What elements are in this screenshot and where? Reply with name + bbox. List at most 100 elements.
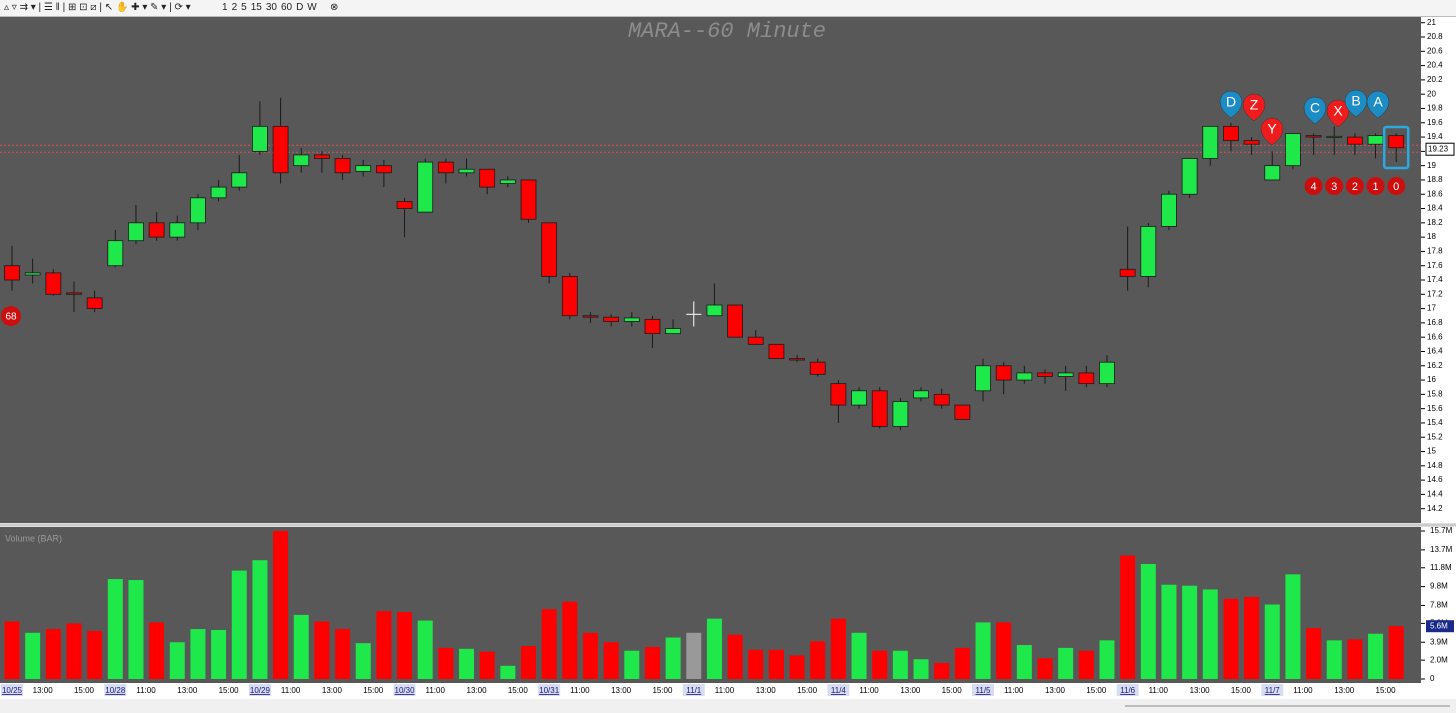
y-tick-label: 15.2 <box>1427 432 1443 441</box>
current-bar-highlight <box>1382 125 1410 170</box>
volume-bar <box>1161 584 1177 679</box>
volume-bar <box>665 637 681 679</box>
volume-bar <box>1388 626 1404 679</box>
y-tick-label: 16 <box>1427 375 1436 384</box>
candle-body <box>231 172 248 188</box>
volume-axis <box>1421 527 1456 683</box>
candle-body <box>375 165 392 174</box>
x-date-label: 10/28 <box>105 686 126 695</box>
y-tick-label: 9.8M <box>1430 582 1448 591</box>
countdown-dot <box>1387 177 1406 195</box>
volume-bar <box>169 642 185 679</box>
candle-body <box>768 343 785 360</box>
interval-button[interactable]: D <box>296 2 304 13</box>
x-date-label: 11/5 <box>976 686 992 695</box>
x-time-label: 11:00 <box>281 686 301 695</box>
countdown-dot <box>1304 177 1323 195</box>
x-time-label: 11:00 <box>859 686 879 695</box>
intervals: 1 2 5 15 30 60 D W <box>222 2 321 13</box>
volume-bar <box>892 650 908 679</box>
volume-bar <box>128 580 144 679</box>
x-time-label: 15:00 <box>1376 686 1397 695</box>
candle-body <box>851 390 867 406</box>
candle-body <box>809 361 826 375</box>
volume-bar <box>562 601 578 679</box>
date-box <box>1116 684 1139 696</box>
candle-body <box>954 404 971 420</box>
volume-bar <box>107 579 123 679</box>
date-box <box>827 684 850 696</box>
volume-bar <box>25 632 41 679</box>
y-tick-label: 18.2 <box>1427 218 1443 227</box>
countdown-dot <box>1366 177 1385 195</box>
volume-bar <box>45 629 61 679</box>
candle-body <box>1285 133 1301 167</box>
x-time-label: 15:00 <box>942 686 963 695</box>
y-tick-label: 13.7M <box>1430 545 1453 554</box>
close-icon[interactable]: ⊗ <box>330 2 339 13</box>
interval-button[interactable]: 1 <box>222 2 228 13</box>
candle-body <box>1243 140 1260 145</box>
pin <box>1344 89 1368 118</box>
x-time-label: 15:00 <box>652 686 673 695</box>
volume-bar <box>789 655 805 679</box>
price-panel <box>0 17 1421 523</box>
y-tick-label: 16.4 <box>1427 347 1443 356</box>
candle-body <box>1326 135 1343 138</box>
interval-button[interactable]: 5 <box>241 2 247 13</box>
interval-button[interactable]: 60 <box>280 2 293 13</box>
candle-body <box>1223 125 1239 142</box>
candle-body <box>1037 372 1053 377</box>
pin-label: Y <box>1267 121 1277 137</box>
y-tick-label: 17.8 <box>1427 247 1443 256</box>
candle-body <box>747 336 764 345</box>
volume-bar <box>1099 640 1115 679</box>
candle-body <box>1119 268 1136 277</box>
bar-count-label: 68 <box>5 312 17 323</box>
candle-body <box>313 154 330 159</box>
interval-button[interactable]: W <box>307 2 317 13</box>
candle-body <box>1016 372 1033 381</box>
candle-body <box>86 297 103 309</box>
volume-bar <box>1244 596 1260 679</box>
y-tick-label: 19.6 <box>1427 118 1443 127</box>
candle-body <box>355 165 372 172</box>
volume-bar <box>149 622 165 679</box>
y-tick-label: 18 <box>1427 232 1436 241</box>
volume-bar <box>231 570 247 679</box>
y-tick-label: 15.4 <box>1427 418 1443 427</box>
y-tick-label: 3.9M <box>1430 637 1448 646</box>
volume-bar <box>686 632 702 679</box>
candle-body <box>107 240 124 267</box>
volume-bar <box>273 531 289 679</box>
date-box <box>104 684 127 696</box>
candle-body <box>190 197 206 224</box>
countdown-label: 0 <box>1393 181 1399 193</box>
y-tick-label: 17.4 <box>1427 275 1443 284</box>
interval-button[interactable]: 2 <box>231 2 238 13</box>
x-time-label: 13:00 <box>1190 686 1211 695</box>
y-tick-label: 17.6 <box>1427 261 1443 270</box>
volume-bar <box>913 659 929 679</box>
pin-label: A <box>1373 94 1383 110</box>
volume-bar <box>293 614 309 679</box>
time-axis <box>0 683 1456 699</box>
countdown-label: 1 <box>1372 181 1378 193</box>
y-tick-label: 15.6 <box>1427 404 1443 413</box>
volume-bar <box>459 648 475 679</box>
volume-bar <box>335 629 351 679</box>
interval-button[interactable]: 15 <box>250 2 262 13</box>
x-time-label: 13:00 <box>611 686 632 695</box>
pin-label: C <box>1310 100 1320 116</box>
y-tick-label: 11.8M <box>1430 563 1452 572</box>
candle-body <box>975 365 991 392</box>
toolbar-icons: ▵ ▿ ⇉ ▾ | ☰ ‖ | ⊞ ⊡ ⧄ | ↖ ✋ ✚ ▾ ✎ ▾ | ⟳ … <box>4 2 191 13</box>
y-tick-label: 20.8 <box>1427 32 1443 41</box>
interval-button[interactable]: 30 <box>265 2 277 13</box>
candle-body <box>479 168 496 188</box>
y-tick-label: 20.2 <box>1427 75 1443 84</box>
volume-bar <box>1347 639 1363 679</box>
candle-body <box>499 179 516 184</box>
volume-bar <box>1140 563 1156 679</box>
candle-body <box>706 304 723 317</box>
